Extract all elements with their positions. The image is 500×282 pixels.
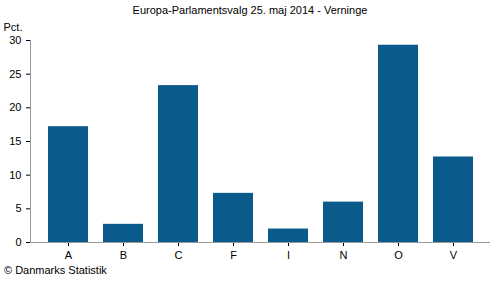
svg-text:I: I (287, 249, 290, 261)
svg-text:N: N (340, 249, 348, 261)
svg-text:20: 20 (9, 101, 21, 113)
html-text:Europa-Parlamentsvalg 25. maj: Europa-Parlamentsvalg 25. maj 2014 - Ver… (132, 4, 368, 16)
svg-text:F: F (230, 249, 237, 261)
svg-text:0: 0 (15, 236, 21, 248)
svg-text:10: 10 (9, 169, 21, 181)
html-text:© Danmarks Statistik: © Danmarks Statistik (4, 264, 107, 276)
svg-text:C: C (175, 249, 183, 261)
svg-text:A: A (65, 249, 73, 261)
svg-text:5: 5 (15, 202, 21, 214)
svg-text:15: 15 (9, 135, 21, 147)
svg-text:V: V (450, 249, 458, 261)
svg-text:B: B (120, 249, 127, 261)
svg-text:O: O (394, 249, 403, 261)
svg-text:25: 25 (9, 68, 21, 80)
svg-text:30: 30 (9, 34, 21, 46)
svg-text:Pct.: Pct. (4, 21, 23, 33)
